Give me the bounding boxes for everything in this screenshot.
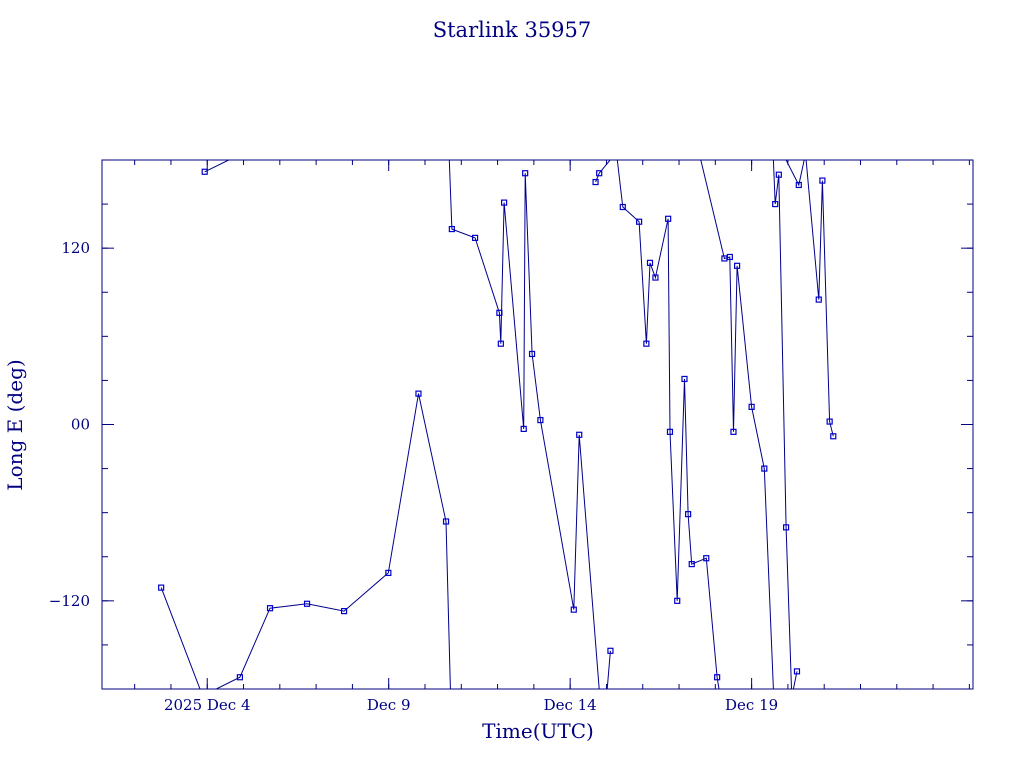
series-0-point-44	[782, 524, 790, 531]
series-0-point-42	[772, 200, 779, 208]
x-tick-label-1: Dec 9	[367, 696, 411, 714]
chart-title: Starlink 35957	[433, 18, 592, 42]
series-0-line-6	[616, 160, 720, 689]
plot-frame	[101, 159, 974, 690]
series-0-point-23	[619, 203, 626, 211]
series-0-line-8	[772, 160, 792, 689]
series-0-point-3	[266, 605, 274, 612]
series-0-point-17	[537, 416, 544, 424]
series-0-point-11	[496, 309, 503, 316]
series-0-point-24	[636, 218, 643, 225]
series-0-point-22	[596, 170, 603, 177]
series-0-point-38	[730, 428, 737, 435]
series-0-point-32	[685, 511, 692, 518]
series-0-point-4	[303, 600, 311, 607]
series-0-point-45	[795, 181, 802, 189]
series-0-point-28	[665, 215, 672, 222]
series-0-line-7	[700, 160, 774, 689]
series-0-point-40	[748, 403, 755, 410]
series-0-point-15	[522, 170, 529, 177]
y-tick-label-0: 120	[61, 239, 90, 257]
series-0-point-33	[688, 560, 695, 568]
series-0-point-46	[815, 296, 822, 303]
series-0-point-12	[497, 340, 504, 347]
series-0-line-4	[606, 650, 611, 689]
x-axis-label: Time(UTC)	[482, 719, 594, 743]
axis-ticks: 2025 Dec 4 Dec 9 Dec 14 Dec 19 120 00 −120	[49, 160, 973, 714]
series-0-point-2	[236, 674, 244, 681]
series-0-line-3	[448, 160, 600, 689]
series-0-point-9	[448, 225, 455, 233]
series-0-point-7	[415, 390, 422, 397]
series-0-point-6	[385, 569, 392, 577]
series-clip-group	[158, 160, 837, 689]
y-tick-label-2: −120	[49, 592, 90, 610]
y-axis-label: Long E (deg)	[3, 359, 27, 490]
series-0-point-21	[592, 178, 599, 186]
series-layer	[158, 160, 837, 689]
series-0-point-18	[570, 606, 577, 613]
series-0-point-5	[340, 608, 348, 615]
series-0-point-50	[793, 668, 801, 675]
series-0-line-0	[204, 160, 229, 173]
series-0-point-37	[726, 253, 733, 261]
series-0-point-16	[528, 350, 536, 358]
series-0-point-49	[830, 433, 837, 440]
series-0-line-10	[805, 160, 834, 437]
series-0-point-19	[576, 431, 583, 438]
series-0-point-31	[681, 375, 688, 383]
series-0-point-35	[714, 674, 721, 681]
series-0-point-20	[607, 647, 614, 654]
series-0-point-30	[674, 597, 681, 604]
series-0-point-1	[158, 584, 165, 591]
x-tick-label-3: Dec 19	[725, 696, 778, 714]
series-0-point-43	[775, 171, 782, 178]
series-0-point-10	[471, 234, 479, 241]
series-0-line-2	[216, 393, 451, 689]
series-0-line-9	[785, 160, 805, 187]
series-0-point-27	[652, 274, 659, 281]
series-0-line-1	[160, 587, 201, 689]
series-0-point-26	[646, 259, 654, 266]
series-0-point-41	[761, 465, 768, 472]
series-0-point-25	[643, 340, 650, 347]
series-0-point-14	[520, 425, 527, 433]
series-0-point-8	[442, 518, 450, 525]
series-0-point-13	[501, 199, 508, 206]
x-tick-label-0: 2025 Dec 4	[164, 696, 251, 714]
series-0-point-34	[703, 555, 710, 562]
series-0-point-47	[819, 177, 826, 184]
x-tick-label-2: Dec 14	[544, 696, 597, 714]
series-0-point-48	[826, 418, 833, 425]
series-0-point-0	[201, 168, 208, 175]
series-0-point-39	[734, 262, 741, 269]
y-tick-label-1: 00	[71, 416, 90, 434]
series-0-point-29	[666, 428, 674, 435]
